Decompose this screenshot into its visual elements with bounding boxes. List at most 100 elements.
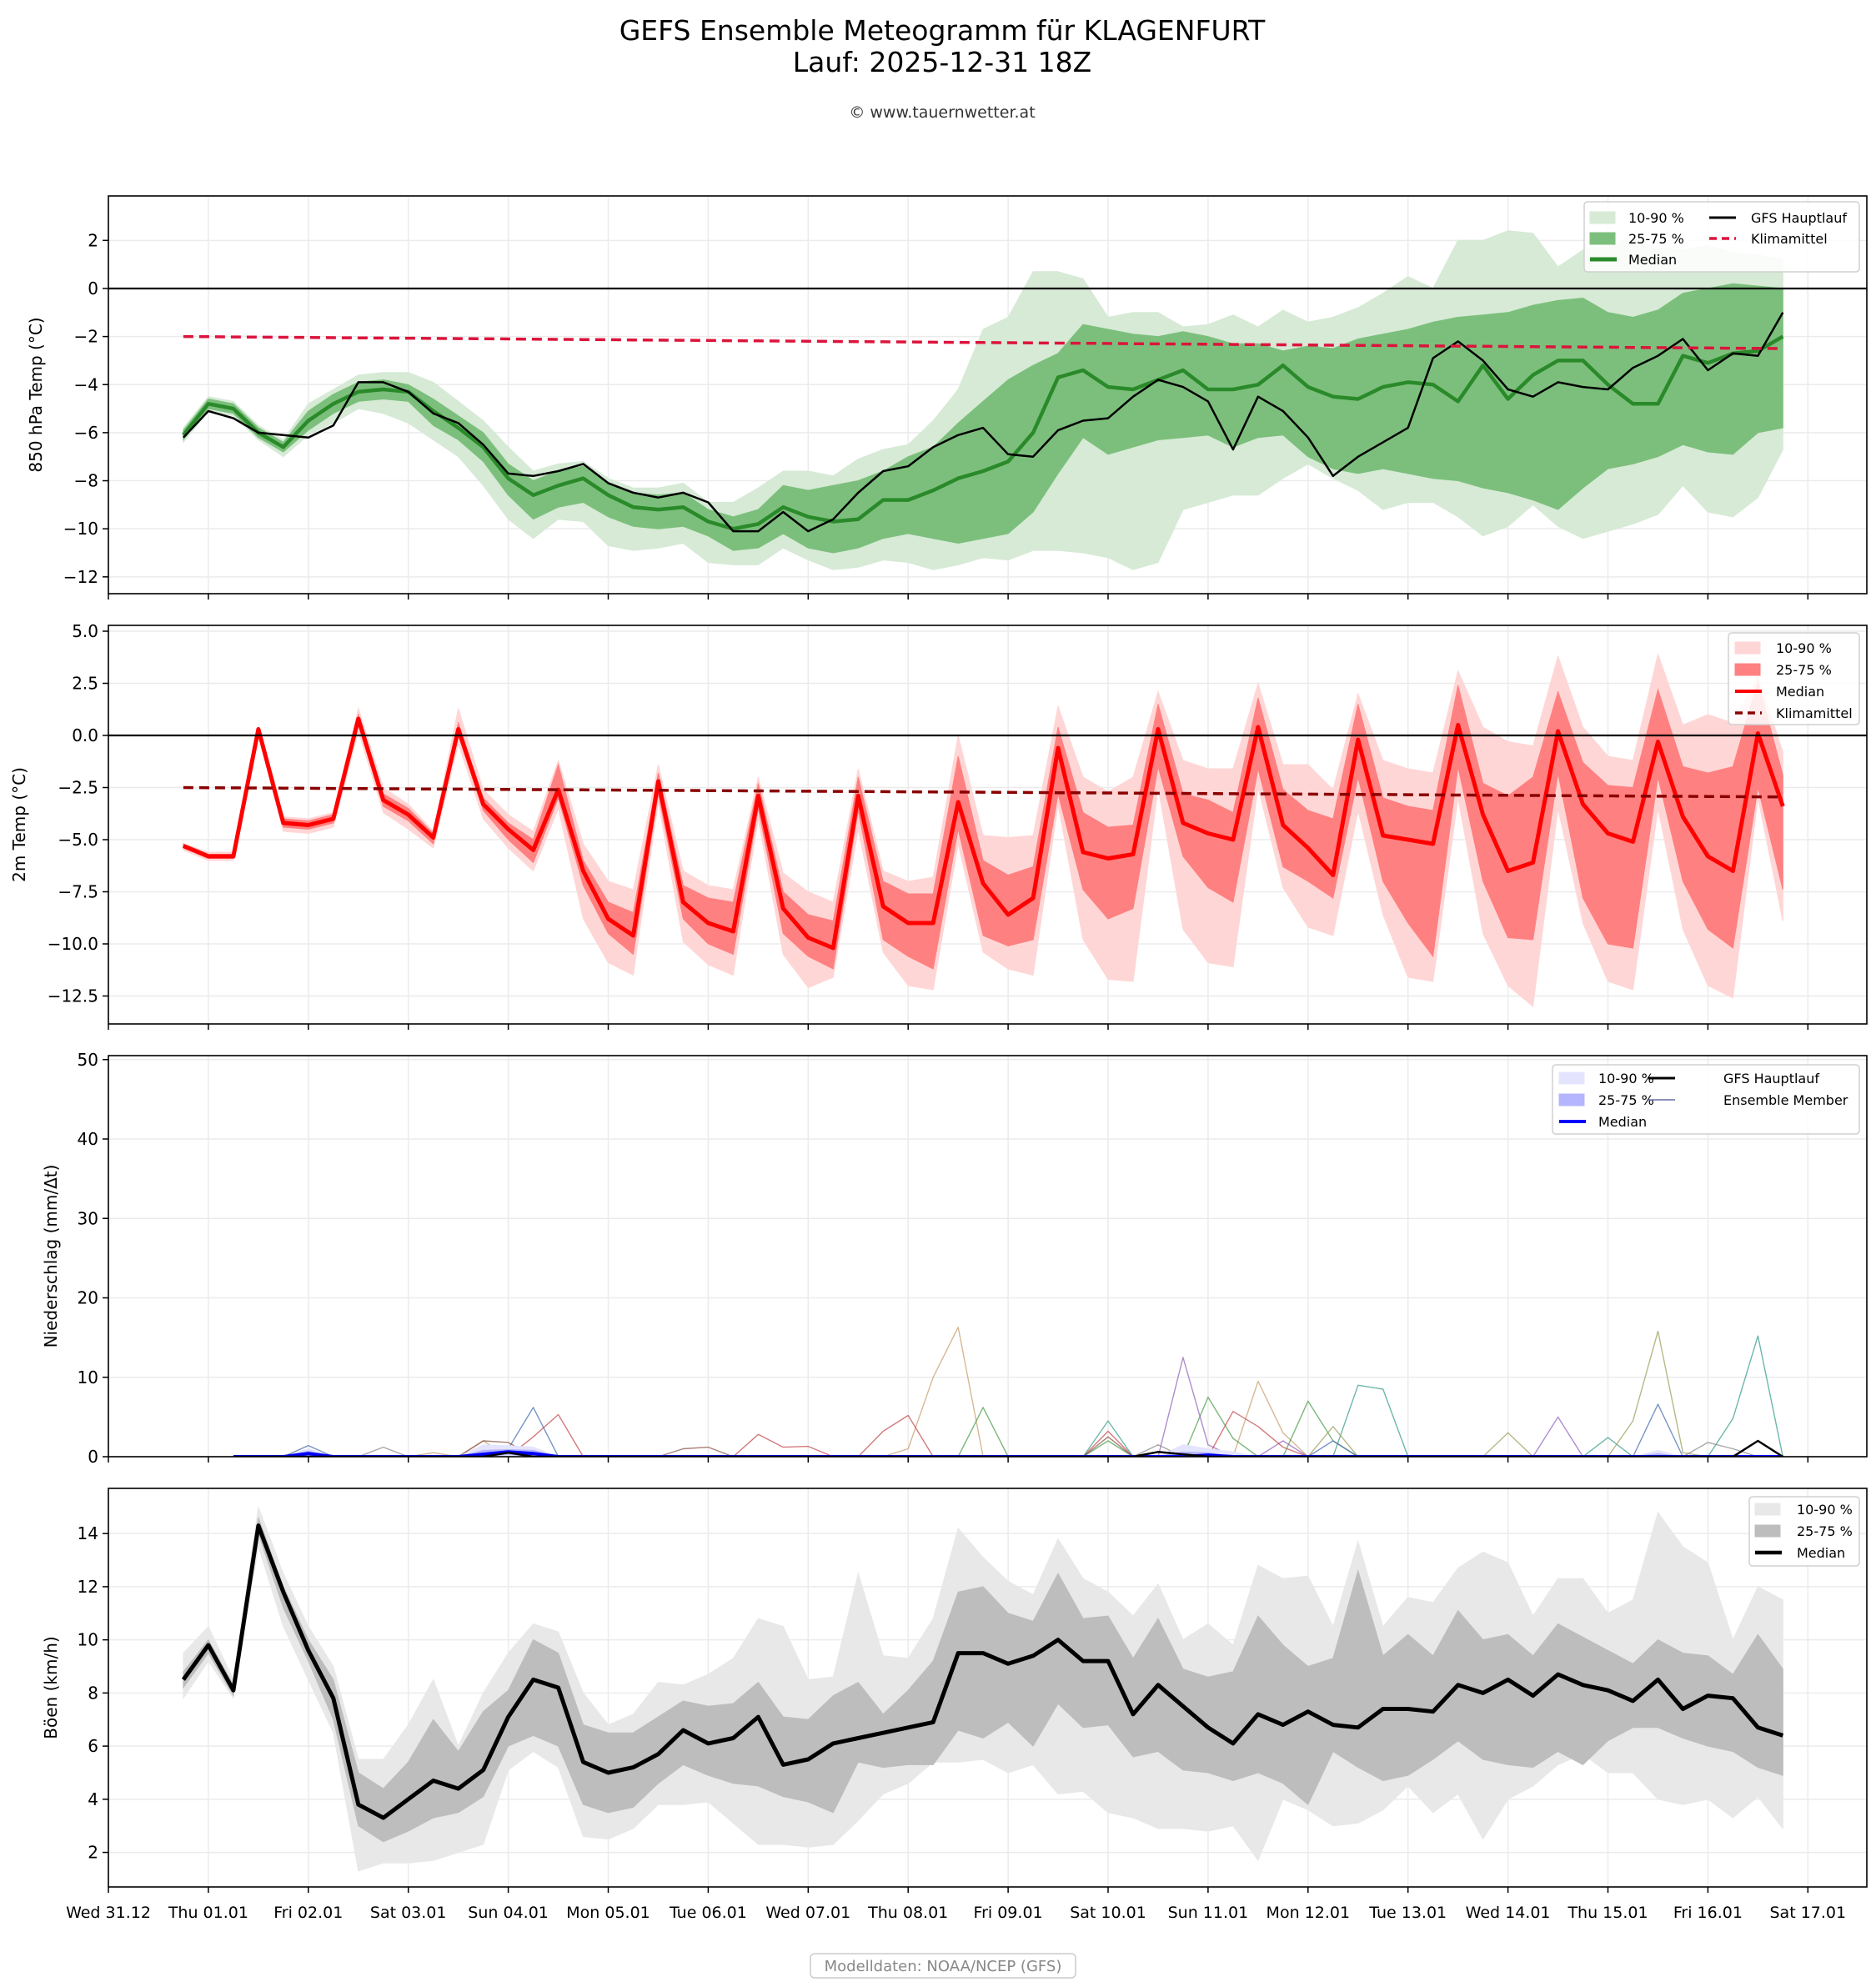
legend-patch (1754, 1503, 1781, 1516)
legend-entry: 10-90 % (1558, 1071, 1654, 1086)
y-tick-label: −8 (74, 471, 98, 491)
legend-patch (1734, 663, 1761, 676)
y-tick-label: 20 (78, 1288, 98, 1308)
legend: 10-90 % 25-75 % Median (1748, 1496, 1860, 1567)
x-tick-label: Tue 13.01 (1368, 1904, 1447, 1922)
legend-entry: Median (1755, 1545, 1845, 1561)
y-tick-label: 4 (88, 1789, 98, 1809)
legend-label: 10-90 % (1598, 1071, 1654, 1086)
line-klimamittel (183, 785, 1783, 799)
legend-entry: Median (1559, 1114, 1647, 1130)
footer-badge: Modelldaten: NOAA/NCEP (GFS) (810, 1953, 1076, 1979)
y-axis: 5.0 2.5 0.0 −2.5 −5.0 −7.5 −10.0 −12.5 (48, 621, 108, 1006)
legend-patch (1589, 232, 1616, 245)
x-tick-label: Wed 14.01 (1466, 1904, 1551, 1922)
y-tick-label: 2.5 (72, 674, 98, 694)
legend-label: 10-90 % (1797, 1502, 1853, 1518)
chart-title: GEFS Ensemble Meteogramm für KLAGENFURT (619, 14, 1266, 47)
x-tick-label: Sat 03.01 (370, 1904, 447, 1922)
line-median (182, 716, 1785, 951)
plot-area (182, 230, 1784, 570)
y-axis-label: Niederschlag (mm/Δt) (41, 1165, 61, 1348)
plot-area (233, 1327, 1783, 1457)
legend-entry: Klimamittel (1709, 231, 1828, 247)
legend-entry: 25-75 % (1589, 231, 1684, 247)
y-tick-label: −10 (63, 519, 98, 539)
footer-box (810, 1953, 1076, 1979)
plot-area (182, 652, 1785, 1007)
line-gfs-hauptlauf (182, 312, 1784, 533)
y-tick-label: 14 (78, 1523, 98, 1543)
panel-1: 2 0 −2 −4 −6 −8 −10 −12 850 hPa Temp (°C) 10-90 %… (26, 195, 1868, 600)
legend-label: Median (1797, 1545, 1845, 1561)
y-tick-label: −12.5 (48, 986, 98, 1006)
y-tick-label: −2.5 (58, 778, 98, 798)
x-axis (108, 1024, 1809, 1030)
footer-source-text: Modelldaten: NOAA/NCEP (GFS) (825, 1958, 1062, 1975)
x-tick-label: Thu 15.01 (1567, 1904, 1648, 1922)
x-tick-label: Mon 12.01 (1267, 1904, 1351, 1922)
band-25-75 (183, 283, 1783, 554)
legend-label: GFS Hauptlauf (1723, 1071, 1819, 1086)
legend-patch (1589, 211, 1616, 224)
legend: 10-90 % 25-75 % Median GFS Hauptlauf Ensembl… (1552, 1064, 1860, 1135)
x-axis (108, 594, 1809, 600)
x-tick-label: Sun 04.01 (468, 1904, 549, 1922)
legend-label: 25-75 % (1797, 1523, 1853, 1539)
copyright-notice: © www.tauernwetter.at (849, 103, 1035, 122)
legend-label: 10-90 % (1628, 210, 1684, 226)
x-tick-label: Fri 16.01 (1673, 1904, 1743, 1922)
y-tick-label: 10 (78, 1630, 98, 1650)
legend-label: Median (1776, 684, 1824, 700)
y-axis: 2 0 −2 −4 −6 −8 −10 −12 (63, 230, 108, 587)
legend-entry: Median (1735, 684, 1824, 700)
y-tick-label: 2 (88, 1843, 98, 1863)
ensemble-member-line (233, 1436, 1783, 1457)
axes-frame (108, 625, 1868, 1025)
legend-entry: Median (1590, 252, 1677, 268)
y-tick-label: 40 (78, 1129, 98, 1149)
y-tick-label: 0 (88, 1447, 98, 1467)
legend-label: Klimamittel (1776, 705, 1853, 721)
legend: 10-90 % 25-75 % Median GFS Hauptlauf Klimami… (1583, 201, 1860, 273)
line-median (233, 1450, 1783, 1457)
line-gfs-hauptlauf (233, 1439, 1783, 1457)
legend: 10-90 % 25-75 % Median Klimamittel (1728, 632, 1860, 725)
legend-label: 25-75 % (1628, 231, 1684, 247)
legend-label: Klimamittel (1751, 231, 1828, 247)
x-tick-label: Thu 08.01 (867, 1904, 948, 1922)
y-tick-label: 30 (78, 1208, 98, 1228)
x-tick-label: Sat 10.01 (1070, 1904, 1146, 1922)
legend-label: GFS Hauptlauf (1751, 210, 1847, 226)
legend-entry: GFS Hauptlauf (1648, 1071, 1819, 1086)
x-tick-label: Wed 31.12 (66, 1904, 151, 1922)
legend-patch (1734, 641, 1761, 655)
x-axis (108, 1457, 1809, 1463)
legend-label: Median (1628, 252, 1677, 268)
chart-subtitle-run: Lauf: 2025-12-31 18Z (793, 46, 1091, 78)
axes-frame (108, 1055, 1868, 1458)
y-tick-label: 0 (88, 278, 98, 299)
y-tick-label: 2 (88, 230, 98, 250)
y-axis: 0 10 20 30 40 50 (78, 1050, 108, 1467)
y-tick-label: −12 (63, 567, 98, 587)
y-tick-label: −5.0 (58, 830, 98, 850)
legend-entry: Ensemble Member (1648, 1092, 1848, 1108)
panel-2: 5.0 2.5 0.0 −2.5 −5.0 −7.5 −10.0 −12.5 2m Temp (… (9, 621, 1868, 1030)
legend-entry: 10-90 % (1754, 1502, 1853, 1518)
legend-entry: 25-75 % (1754, 1523, 1853, 1539)
panel-4: 2 4 6 8 10 12 14 Böen (km/h) Wed 31.12 Thu 01.01 F… (41, 1488, 1868, 1922)
legend-box (1552, 1064, 1860, 1135)
y-tick-label: 6 (88, 1736, 98, 1756)
x-tick-label: Fri 02.01 (273, 1904, 343, 1922)
line-klimamittel (183, 334, 1783, 350)
x-tick-label: Fri 09.01 (974, 1904, 1043, 1922)
legend-patch (1754, 1524, 1781, 1538)
line-median (181, 1523, 1784, 1820)
legend-entry: 10-90 % (1734, 640, 1832, 656)
y-tick-label: 5.0 (72, 621, 98, 641)
legend-entry: GFS Hauptlauf (1709, 210, 1847, 226)
y-axis-label: 2m Temp (°C) (9, 767, 29, 882)
legend-entry: 25-75 % (1734, 662, 1832, 678)
